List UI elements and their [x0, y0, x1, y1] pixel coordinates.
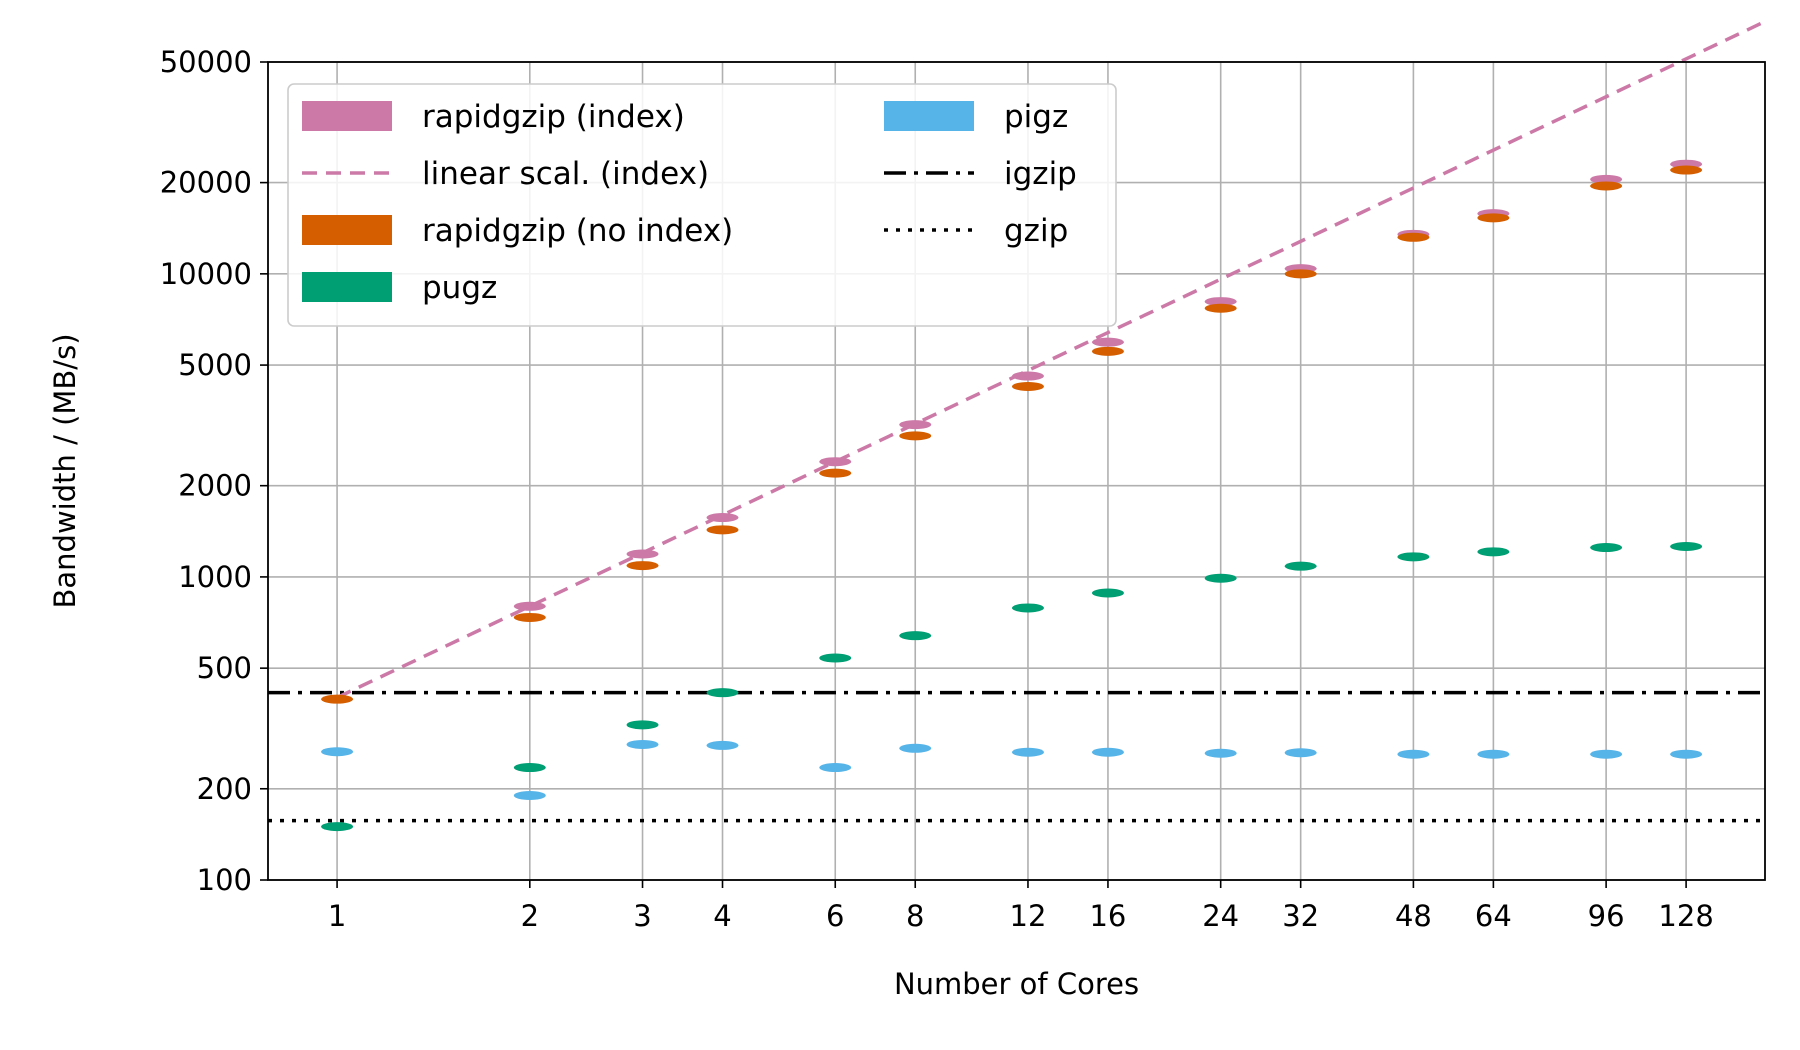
- x-tick-label: 6: [826, 899, 844, 933]
- y-axis-label: Bandwidth / (MB/s): [48, 333, 82, 608]
- x-tick-label: 1: [328, 899, 346, 933]
- rapidgzip-no-index-mark: [321, 694, 354, 704]
- y-tick-label: 500: [197, 651, 252, 685]
- pugz-mark: [1397, 552, 1430, 562]
- y-tick-label: 1000: [178, 560, 252, 594]
- rapidgzip-index-mark: [899, 420, 932, 430]
- y-tick-label: 50000: [160, 45, 252, 79]
- pigz-mark: [1670, 749, 1703, 759]
- legend-label-igzip: igzip: [1004, 156, 1077, 192]
- pigz-mark: [1204, 748, 1237, 758]
- legend-label-linear-scal-index: linear scal. (index): [422, 156, 709, 192]
- x-tick-label: 96: [1588, 899, 1625, 933]
- pugz-mark: [1091, 588, 1124, 598]
- rapidgzip-index-mark: [1011, 371, 1044, 381]
- rapidgzip-no-index-mark: [626, 561, 659, 571]
- reference-lines: [268, 690, 1765, 823]
- pigz-mark: [899, 743, 932, 753]
- pugz-mark: [1590, 543, 1623, 553]
- pugz-mark: [1204, 573, 1237, 583]
- pugz-mark: [1670, 542, 1703, 552]
- pugz-mark: [1011, 603, 1044, 613]
- rapidgzip-no-index-mark: [1590, 181, 1623, 191]
- y-tick-label: 100: [197, 863, 252, 897]
- y-tick-label: 2000: [178, 469, 252, 503]
- pugz-mark: [1284, 561, 1317, 571]
- rapidgzip-no-index-mark: [1284, 269, 1317, 279]
- pugz-mark: [706, 688, 739, 698]
- legend-label-gzip: gzip: [1004, 213, 1068, 249]
- x-tick-label: 128: [1658, 899, 1713, 933]
- x-tick-label: 48: [1395, 899, 1432, 933]
- legend-label-rapidgzip-no-index: rapidgzip (no index): [422, 213, 733, 249]
- legend-swatch-pigz: [884, 101, 974, 131]
- x-tick-label: 16: [1089, 899, 1126, 933]
- pigz-mark: [819, 763, 852, 773]
- pigz-mark: [1011, 747, 1044, 757]
- pigz-mark: [1477, 749, 1510, 759]
- pigz-mark: [1284, 748, 1317, 758]
- y-tick-label: 10000: [160, 257, 252, 291]
- legend-label-rapidgzip-index: rapidgzip (index): [422, 99, 685, 135]
- legend-box: [287, 83, 1117, 327]
- rapidgzip-no-index-mark: [1091, 346, 1124, 356]
- x-axis-label: Number of Cores: [894, 967, 1139, 1001]
- legend: rapidgzip (index) linear scal. (index) rap…: [287, 83, 1117, 327]
- pugz-mark: [1477, 547, 1510, 557]
- pugz-mark: [321, 822, 354, 832]
- pugz-mark: [626, 720, 659, 730]
- x-tick-label: 3: [633, 899, 651, 933]
- rapidgzip-index-mark: [819, 457, 852, 467]
- pugz-mark: [819, 653, 852, 663]
- x-tick-label: 12: [1010, 899, 1047, 933]
- pigz-mark: [626, 739, 659, 749]
- x-tick-label: 2: [521, 899, 539, 933]
- pigz-mark: [1397, 749, 1430, 759]
- rapidgzip-index-mark: [1204, 297, 1237, 307]
- rapidgzip-index-mark: [1590, 174, 1623, 184]
- rapidgzip-no-index-mark: [1477, 213, 1510, 223]
- x-tick-label: 64: [1475, 899, 1512, 933]
- rapidgzip-no-index-mark: [1670, 165, 1703, 175]
- x-tick-label: 32: [1282, 899, 1319, 933]
- pigz-mark: [1091, 747, 1124, 757]
- legend-swatch-rapidgzip-no-index: [302, 215, 392, 245]
- pugz-mark: [899, 631, 932, 641]
- rapidgzip-index-mark: [626, 549, 659, 559]
- legend-swatch-rapidgzip-index: [302, 101, 392, 131]
- rapidgzip-no-index-mark: [1397, 232, 1430, 242]
- plot-frame: [267, 61, 1766, 881]
- legend-label-pugz: pugz: [422, 270, 497, 306]
- rapidgzip-no-index-mark: [513, 612, 546, 622]
- axis-ticks: 1 2 3 4 6 8 12 16 24 32 48 64 96 12810020050010002000…: [160, 45, 1714, 933]
- pigz-mark: [1590, 749, 1623, 759]
- rapidgzip-index-mark: [706, 513, 739, 523]
- rapidgzip-no-index-mark: [1011, 381, 1044, 391]
- x-tick-label: 8: [906, 899, 924, 933]
- x-tick-label: 24: [1202, 899, 1239, 933]
- rapidgzip-index-mark: [513, 601, 546, 611]
- x-tick-label: 4: [713, 899, 731, 933]
- pigz-mark: [321, 747, 354, 757]
- rapidgzip-index-mark: [1091, 337, 1124, 347]
- violin-marks: [321, 159, 1703, 832]
- legend-swatch-pugz: [302, 272, 392, 302]
- pigz-mark: [706, 740, 739, 750]
- rapidgzip-no-index-mark: [899, 431, 932, 441]
- legend-label-pigz: pigz: [1004, 99, 1068, 135]
- rapidgzip-no-index-mark: [1204, 303, 1237, 313]
- y-tick-label: 20000: [160, 166, 252, 200]
- rapidgzip-no-index-mark: [706, 525, 739, 535]
- pugz-mark: [513, 763, 546, 773]
- pigz-mark: [513, 791, 546, 801]
- y-tick-label: 200: [197, 772, 252, 806]
- y-tick-label: 5000: [178, 348, 252, 382]
- rapidgzip-no-index-mark: [819, 468, 852, 478]
